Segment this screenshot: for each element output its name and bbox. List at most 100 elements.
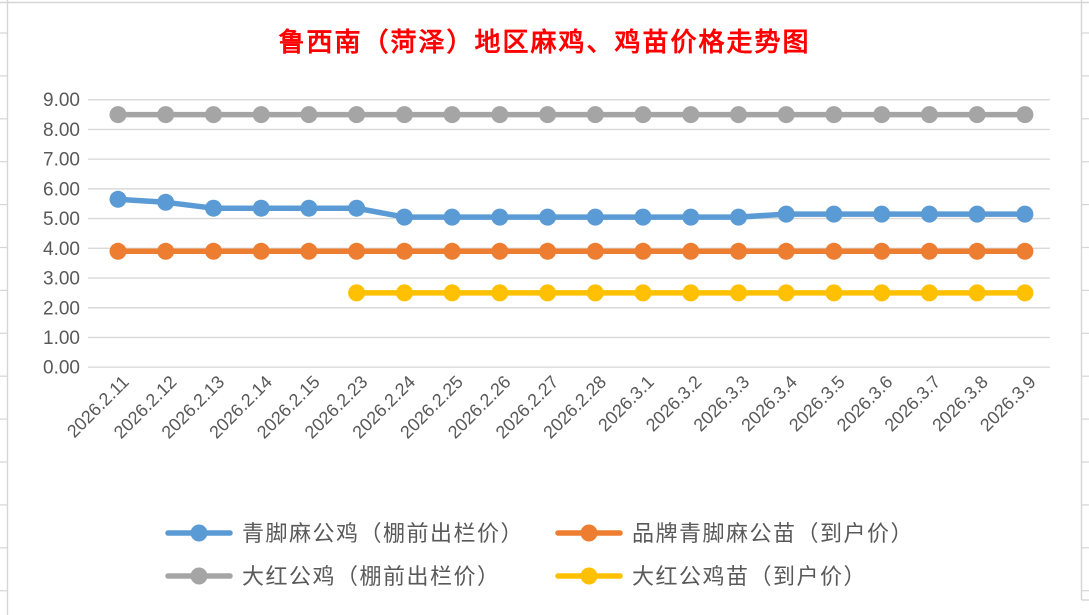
series-marker-dahong-gongji [825,106,843,124]
series-marker-pinpai-qingjiaoma-gongmiao [205,242,222,260]
series-marker-qingjiaoma-gongji [491,208,509,226]
series-marker-qingjiaoma-gongji [730,208,747,226]
legend-marker-swatch [190,567,208,585]
y-axis-tick-label: 1.00 [43,328,80,349]
series-marker-dahong-gongjimiao [539,284,557,302]
series-marker-qingjiaoma-gongji [682,208,700,226]
series-marker-dahong-gongji [586,106,604,124]
series-marker-dahong-gongji [109,106,127,124]
series-marker-pinpai-qingjiaoma-gongmiao [491,242,509,260]
series-marker-dahong-gongjimiao [968,284,986,302]
series-marker-pinpai-qingjiaoma-gongmiao [1016,242,1034,260]
series-marker-dahong-gongjimiao [634,284,652,302]
series-marker-pinpai-qingjiaoma-gongmiao [682,242,700,260]
series-marker-qingjiaoma-gongji [873,205,891,223]
legend-marker-swatch [580,567,598,585]
series-marker-qingjiaoma-gongji [205,199,222,217]
series-marker-dahong-gongji [491,106,509,124]
legend-item-qingjiaoma-gongji: 青脚麻公鸡（棚前出栏价） [165,521,524,546]
y-axis-tick-label: 5.00 [43,209,80,230]
y-axis-tick-label: 0.00 [43,358,80,379]
series-marker-dahong-gongjimiao [586,284,604,302]
series-marker-dahong-gongji [682,106,700,124]
y-axis: 0.00 1.00 2.00 3.00 4.00 5.00 6.00 7.00 8.00 9.00 [43,90,80,378]
series-marker-dahong-gongjimiao [825,284,843,302]
series-marker-dahong-gongjimiao [1016,284,1034,302]
series-marker-dahong-gongji [395,106,413,124]
series-marker-dahong-gongji [873,106,891,124]
series-marker-pinpai-qingjiaoma-gongmiao [443,242,461,260]
series-marker-dahong-gongji [539,106,557,124]
series-marker-qingjiaoma-gongji [109,190,127,208]
series-marker-dahong-gongji [205,106,222,124]
legend-item-dahong-gongjimiao: 大红公鸡苗（到户价） [555,564,867,589]
x-axis: 2026.2.112026.2.122026.2.132026.2.142026… [63,372,1040,443]
series-marker-dahong-gongji [634,106,652,124]
series-dahong-gongjimiao [348,284,1034,302]
series-marker-pinpai-qingjiaoma-gongmiao [634,242,652,260]
series-marker-qingjiaoma-gongji [348,199,366,217]
legend-marker-swatch [580,524,598,542]
series-marker-pinpai-qingjiaoma-gongmiao [586,242,604,260]
y-axis-tick-label: 3.00 [43,269,80,290]
series-marker-pinpai-qingjiaoma-gongmiao [968,242,986,260]
series-marker-dahong-gongji [920,106,938,124]
series-marker-dahong-gongjimiao [443,284,461,302]
series-marker-qingjiaoma-gongji [968,205,986,223]
series-marker-qingjiaoma-gongji [443,208,461,226]
y-axis-tick-label: 2.00 [43,298,80,319]
legend-marker-swatch [190,524,208,542]
legend-label: 青脚麻公鸡（棚前出栏价） [242,521,524,546]
series-marker-pinpai-qingjiaoma-gongmiao [873,242,891,260]
series-marker-dahong-gongjimiao [491,284,509,302]
y-axis-tick-label: 7.00 [43,150,80,171]
legend-label: 大红公鸡（棚前出栏价） [242,564,501,589]
series-marker-pinpai-qingjiaoma-gongmiao [300,242,318,260]
series-qingjiaoma-gongji [109,190,1034,226]
series-marker-dahong-gongjimiao [873,284,891,302]
series-marker-dahong-gongjimiao [395,284,413,302]
series-marker-pinpai-qingjiaoma-gongmiao [252,242,270,260]
series-pinpai-qingjiaoma-gongmiao [109,242,1034,260]
series-marker-pinpai-qingjiaoma-gongmiao [348,242,366,260]
legend-label: 品牌青脚麻公苗（到户价） [632,521,914,546]
series-marker-dahong-gongji [968,106,986,124]
series-marker-qingjiaoma-gongji [777,205,795,223]
series-marker-pinpai-qingjiaoma-gongmiao [825,242,843,260]
plot-gridlines [88,99,1050,368]
y-axis-tick-label: 9.00 [43,90,80,111]
series-marker-dahong-gongjimiao [348,284,366,302]
y-axis-tick-label: 8.00 [43,120,80,141]
series-marker-pinpai-qingjiaoma-gongmiao [157,242,175,260]
series-marker-dahong-gongji [730,106,747,124]
series-marker-pinpai-qingjiaoma-gongmiao [109,242,127,260]
legend: 青脚麻公鸡（棚前出栏价） 品牌青脚麻公苗（到户价） 大红公鸡（棚前出栏价） 大红公鸡苗… [165,521,914,589]
legend-item-pinpai-qingjiaoma-gongmiao: 品牌青脚麻公苗（到户价） [555,521,914,546]
series-marker-dahong-gongji [252,106,270,124]
series-marker-dahong-gongjimiao [920,284,938,302]
series-marker-dahong-gongji [777,106,795,124]
series-marker-pinpai-qingjiaoma-gongmiao [539,242,557,260]
series-marker-dahong-gongji [1016,106,1034,124]
series-marker-qingjiaoma-gongji [586,208,604,226]
series-marker-dahong-gongjimiao [682,284,700,302]
series-marker-dahong-gongjimiao [777,284,795,302]
chart-title: 鲁西南（菏泽）地区麻鸡、鸡苗价格走势图 [278,27,811,57]
legend-label: 大红公鸡苗（到户价） [632,564,867,589]
series-marker-pinpai-qingjiaoma-gongmiao [777,242,795,260]
series-marker-pinpai-qingjiaoma-gongmiao [395,242,413,260]
series-marker-qingjiaoma-gongji [157,193,175,211]
y-axis-tick-label: 4.00 [43,239,80,260]
series-marker-dahong-gongji [300,106,318,124]
series-marker-dahong-gongji [348,106,366,124]
series-marker-qingjiaoma-gongji [1016,205,1034,223]
series-marker-qingjiaoma-gongji [634,208,652,226]
legend-item-dahong-gongji: 大红公鸡（棚前出栏价） [165,564,501,589]
series-marker-dahong-gongji [443,106,461,124]
series-marker-pinpai-qingjiaoma-gongmiao [730,242,747,260]
series-marker-dahong-gongji [157,106,175,124]
series-marker-qingjiaoma-gongji [920,205,938,223]
